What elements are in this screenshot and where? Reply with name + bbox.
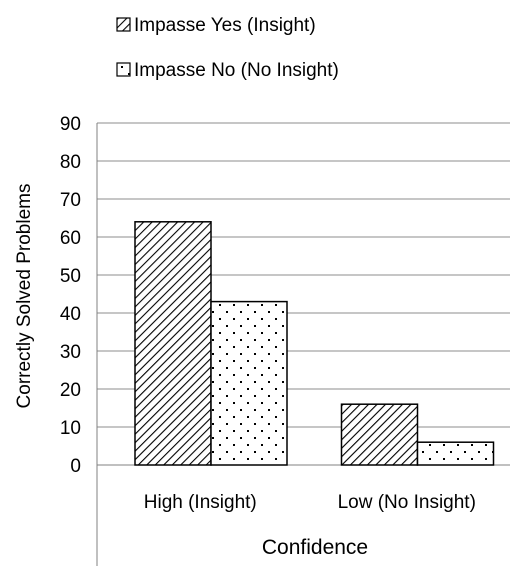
y-tick-label: 30	[60, 342, 81, 363]
y-tick-label: 70	[60, 190, 81, 211]
legend-label: Impasse No (No Insight)	[134, 60, 339, 81]
legend-label: Impasse Yes (Insight)	[134, 15, 316, 36]
y-tick-label: 0	[70, 456, 81, 477]
y-tick-label: 50	[60, 266, 81, 287]
bars	[134, 221, 495, 466]
bar-impasse-no	[210, 300, 288, 466]
x-axis-title: Confidence	[262, 536, 368, 559]
y-axis-title: Correctly Solved Problems	[14, 184, 35, 409]
y-tick-label: 20	[60, 380, 81, 401]
y-tick-label: 40	[60, 304, 81, 325]
bar-impasse-yes	[134, 221, 212, 466]
y-tick-label: 90	[60, 114, 81, 135]
x-category-label: Low (No Insight)	[338, 492, 476, 513]
bar-impasse-no	[416, 441, 495, 466]
bar-impasse-yes	[340, 403, 419, 466]
x-category-label: High (Insight)	[144, 492, 257, 513]
y-tick-label: 60	[60, 228, 81, 249]
tick-labels: 0 10 20 30 40 50 60 70 80 90 High (Insight) Low (No…	[60, 114, 476, 513]
legend-swatch	[116, 17, 131, 32]
y-tick-label: 10	[60, 418, 81, 439]
legend-swatch	[116, 62, 131, 77]
legend: Impasse Yes (Insight) Impasse No (No Insi…	[116, 15, 339, 81]
y-tick-label: 80	[60, 152, 81, 173]
